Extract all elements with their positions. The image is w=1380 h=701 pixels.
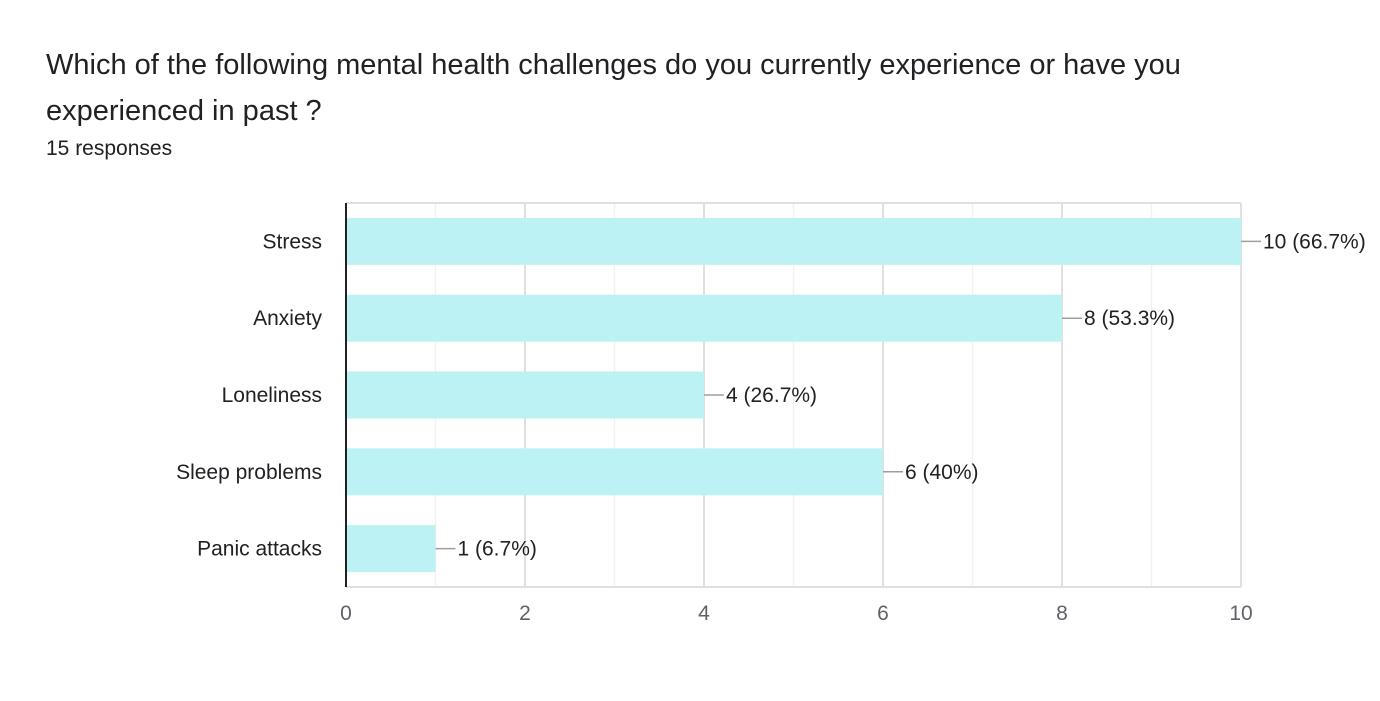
x-tick-label: 4 xyxy=(698,602,710,625)
bar-loneliness xyxy=(346,371,704,419)
category-label: Sleep problems xyxy=(176,461,322,484)
response-count: 15 responses xyxy=(46,137,173,160)
data-label: 8 (53.3%) xyxy=(1084,307,1175,330)
x-tick-label: 6 xyxy=(877,602,889,625)
question-title: Which of the following mental health cha… xyxy=(46,49,1181,127)
x-tick-label: 2 xyxy=(519,602,531,625)
labels: 10 (66.7%) Stress 8 (53.3%) Anxiety 4 (26.7%… xyxy=(176,230,1366,560)
bar-stress xyxy=(346,217,1241,265)
data-label: 6 (40%) xyxy=(905,461,979,484)
x-tick-label: 0 xyxy=(340,602,352,625)
x-tick-label: 10 xyxy=(1229,602,1252,625)
x-tick-label: 8 xyxy=(1056,602,1068,625)
grid-lines xyxy=(346,202,1242,588)
bar-panic-attacks xyxy=(346,525,436,573)
bar-sleep-problems xyxy=(346,448,883,496)
data-label: 1 (6.7%) xyxy=(458,538,537,561)
category-label: Loneliness xyxy=(222,384,322,407)
bar-anxiety xyxy=(346,294,1062,342)
category-label: Anxiety xyxy=(253,307,322,330)
data-label: 10 (66.7%) xyxy=(1263,230,1366,253)
axes: 0 2 4 6 8 10 xyxy=(340,203,1253,625)
bars xyxy=(346,217,1241,573)
data-label: 4 (26.7%) xyxy=(726,384,817,407)
category-label: Panic attacks xyxy=(197,538,322,561)
category-label: Stress xyxy=(262,230,322,253)
